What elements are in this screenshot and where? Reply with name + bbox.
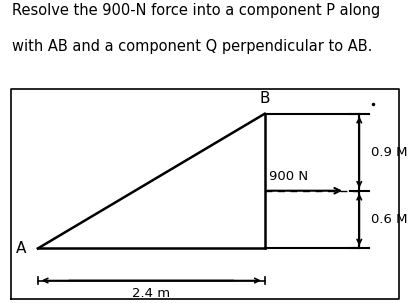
Text: 0.6 M: 0.6 M — [371, 213, 407, 226]
Text: 2.4 m: 2.4 m — [132, 287, 170, 300]
Text: with AB and a component Q perpendicular to AB.: with AB and a component Q perpendicular … — [12, 39, 373, 55]
Text: A: A — [16, 241, 26, 256]
Text: B: B — [260, 91, 270, 106]
Text: 900 N: 900 N — [270, 170, 309, 183]
Text: 0.9 M: 0.9 M — [371, 146, 407, 159]
Text: Resolve the 900-N force into a component P along: Resolve the 900-N force into a component… — [12, 3, 381, 18]
